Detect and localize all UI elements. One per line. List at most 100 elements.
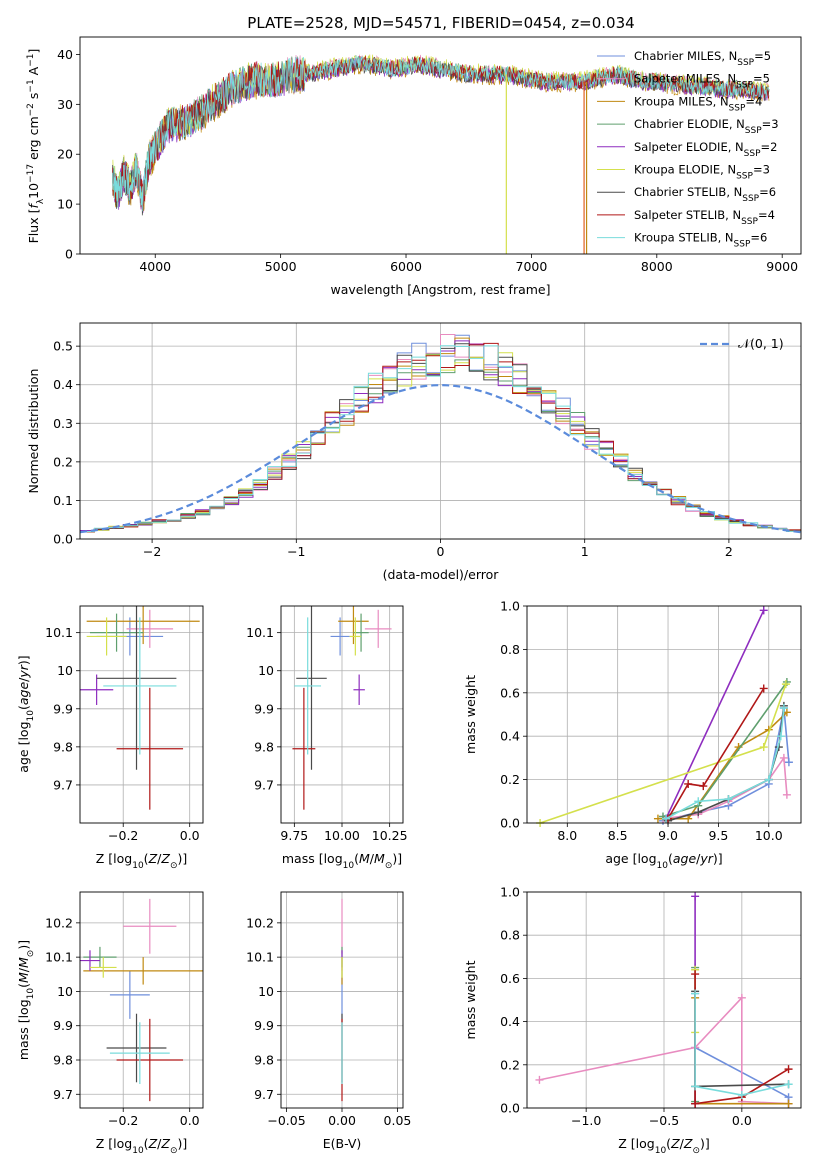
y-axis-label: mass [log10(M/M⊙)] bbox=[16, 940, 36, 1060]
spectrum-title: PLATE=2528, MJD=54571, FIBERID=0454, z=0… bbox=[247, 14, 634, 32]
y-tick-label: 0.3 bbox=[53, 416, 73, 431]
mass-vs-extinction-panel: −0.05 0.00 0.05 9.7 9.8 9.9 10 10.1 10.2 E(B-V) bbox=[246, 891, 412, 1151]
x-tick-label: 0.0 bbox=[180, 828, 200, 843]
legend-label: Chabrier MILES, NSSP=5 bbox=[634, 49, 771, 68]
weight-marker bbox=[699, 782, 708, 791]
y-tick-label: 0.1 bbox=[53, 493, 73, 508]
weight-marker bbox=[782, 790, 791, 799]
axes-frame bbox=[79, 605, 204, 824]
x-tick-label: 0.00 bbox=[328, 1113, 356, 1128]
y-tick-label: 10.2 bbox=[246, 915, 274, 930]
y-tick-label: 10.2 bbox=[45, 915, 73, 930]
y-tick-label: 10.1 bbox=[246, 625, 274, 640]
histogram-step bbox=[80, 345, 801, 539]
weight-line bbox=[665, 707, 785, 820]
weight-marker bbox=[779, 753, 788, 762]
y-tick-label: 10.1 bbox=[45, 950, 73, 965]
x-tick-label: 8000 bbox=[641, 259, 673, 274]
y-tick-label: 0 bbox=[65, 247, 73, 262]
y-tick-label: 0.4 bbox=[500, 729, 520, 744]
axes-frame bbox=[526, 605, 802, 824]
y-axis-label: mass weight bbox=[463, 960, 478, 1039]
y-tick-label: 0.6 bbox=[500, 685, 520, 700]
y-tick-label: 0.2 bbox=[53, 454, 73, 469]
weight-marker bbox=[759, 743, 768, 752]
spectrum-panel: 4000 5000 6000 7000 8000 9000 0 10 20 30 40 Chabrie… bbox=[26, 36, 802, 297]
x-tick-label: −0.2 bbox=[108, 828, 138, 843]
legend-label: Kroupa STELIB, NSSP=6 bbox=[634, 231, 767, 250]
x-tick-label: 9.5 bbox=[708, 828, 728, 843]
axes-frame bbox=[79, 322, 802, 540]
weight-marker bbox=[781, 680, 790, 689]
weight-marker bbox=[535, 1075, 544, 1084]
mass-vs-metallicity-panel: −0.2 0.0 9.7 9.8 9.9 10 10.1 10.2 Z [log10(Z/Z⊙)… bbox=[16, 891, 204, 1156]
legend-label: Salpeter STELIB, NSSP=4 bbox=[634, 208, 775, 227]
y-tick-label: 10 bbox=[57, 663, 73, 678]
x-tick-label: 7000 bbox=[516, 259, 548, 274]
y-tick-label: 9.8 bbox=[53, 739, 73, 754]
weight-marker bbox=[737, 993, 746, 1002]
weight-marker bbox=[653, 814, 662, 823]
y-tick-label: 0.8 bbox=[500, 928, 520, 943]
x-axis-label: Z [log10(Z/Z⊙)] bbox=[96, 851, 188, 871]
x-tick-label: 2 bbox=[725, 544, 733, 559]
weight-marker bbox=[759, 684, 768, 693]
weight-line bbox=[539, 683, 787, 823]
weight-marker bbox=[691, 1082, 700, 1091]
x-tick-label: 0.05 bbox=[384, 1113, 412, 1128]
y-tick-label: 30 bbox=[57, 97, 73, 112]
y-tick-label: 10 bbox=[258, 984, 274, 999]
legend-label: Chabrier STELIB, NSSP=6 bbox=[634, 185, 776, 204]
x-tick-label: −0.05 bbox=[267, 1113, 305, 1128]
y-axis-label: age [log10(age/yr)] bbox=[16, 655, 36, 772]
x-tick-label: 5000 bbox=[265, 259, 297, 274]
x-axis-label: Z [log10(Z/Z⊙)] bbox=[96, 1136, 188, 1156]
weight-marker bbox=[779, 703, 788, 712]
y-tick-label: 9.7 bbox=[53, 1087, 73, 1102]
x-tick-label: 0 bbox=[437, 544, 445, 559]
x-tick-label: 0.0 bbox=[732, 1113, 752, 1128]
age-vs-metallicity-panel: −0.2 0.0 9.7 9.8 9.9 10 10.1 Z [log10(Z/Z⊙)] age… bbox=[16, 605, 204, 871]
weight-marker bbox=[784, 1080, 793, 1089]
y-tick-label: 10 bbox=[57, 984, 73, 999]
weight-marker bbox=[662, 814, 671, 823]
x-tick-label: −2 bbox=[143, 544, 161, 559]
weight-marker bbox=[776, 732, 785, 741]
legend-label: Kroupa ELODIE, NSSP=3 bbox=[634, 163, 770, 182]
x-axis-label: Z [log10(Z/Z⊙)] bbox=[618, 1136, 710, 1156]
residuals-panel: −2 −1 0 1 2 0.0 0.1 0.2 0.3 0.4 0.5 𝒩(0, 1) (data-mo… bbox=[26, 322, 802, 582]
x-tick-label: 8.5 bbox=[608, 828, 628, 843]
age-vs-mass-panel: 9.75 10.00 10.25 9.7 9.8 9.9 10 10.1 mass [log10… bbox=[246, 605, 408, 871]
y-tick-label: 9.7 bbox=[254, 1087, 274, 1102]
weight-marker bbox=[684, 779, 693, 788]
weight-vs-age-panel: 8.0 8.5 9.0 9.5 10.0 0.0 0.2 0.4 0.6 0.8 1.0 age [l… bbox=[463, 599, 802, 871]
axes-frame bbox=[526, 891, 802, 1109]
y-tick-label: 9.9 bbox=[53, 1018, 73, 1033]
x-tick-label: −1 bbox=[287, 544, 305, 559]
x-tick-label: 9000 bbox=[766, 259, 798, 274]
x-tick-label: 1 bbox=[581, 544, 589, 559]
x-tick-label: −1.0 bbox=[571, 1113, 601, 1128]
x-tick-label: 4000 bbox=[139, 259, 171, 274]
weight-marker bbox=[784, 1065, 793, 1074]
x-tick-label: 9.0 bbox=[658, 828, 678, 843]
y-tick-label: 0.0 bbox=[500, 1101, 520, 1116]
y-tick-label: 0.8 bbox=[500, 642, 520, 657]
y-tick-label: 0.6 bbox=[500, 971, 520, 986]
y-tick-label: 10.1 bbox=[246, 950, 274, 965]
x-tick-label: −0.5 bbox=[649, 1113, 679, 1128]
axes-frame bbox=[79, 891, 204, 1109]
weight-marker bbox=[759, 606, 768, 615]
weight-vs-metallicity-panel: −1.0 −0.5 0.0 0.0 0.2 0.4 0.6 0.8 1.0 Z [log10(Z/… bbox=[463, 885, 802, 1156]
y-tick-label: 9.8 bbox=[254, 1053, 274, 1068]
legend-label: Chabrier ELODIE, NSSP=3 bbox=[634, 117, 779, 136]
weight-line bbox=[662, 755, 788, 820]
weight-line bbox=[667, 688, 765, 820]
y-tick-label: 10 bbox=[258, 663, 274, 678]
weight-marker bbox=[684, 814, 693, 823]
y-tick-label: 9.8 bbox=[53, 1053, 73, 1068]
weight-marker bbox=[694, 797, 703, 806]
x-tick-label: −0.2 bbox=[108, 1113, 138, 1128]
y-tick-label: 0.2 bbox=[500, 1057, 520, 1072]
